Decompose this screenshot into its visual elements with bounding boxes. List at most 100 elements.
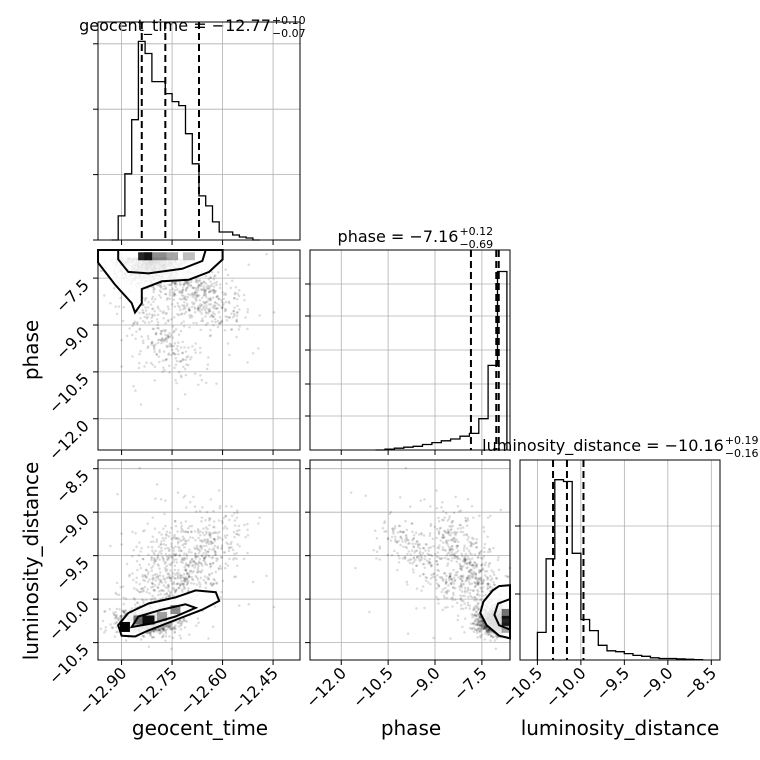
scatter-phase-geocent-point	[173, 292, 176, 295]
scatter-phase-geocent-point	[141, 308, 144, 312]
scatter-dist-phase-point	[472, 606, 476, 609]
scatter-dist-phase-point	[450, 545, 453, 548]
scatter-dist-phase-point	[389, 539, 393, 542]
scatter-dist-geocent-point	[213, 537, 216, 541]
scatter-phase-geocent-point	[194, 291, 197, 294]
scatter-dist-geocent-point	[167, 556, 171, 559]
scatter-dist-geocent-point	[165, 568, 169, 571]
scatter-dist-geocent-point	[120, 614, 123, 618]
scatter-dist-geocent-point	[169, 577, 173, 580]
scatter-dist-geocent-point	[116, 617, 119, 620]
scatter-dist-phase-point	[450, 577, 453, 581]
scatter-dist-geocent-point	[165, 624, 168, 627]
scatter-dist-phase-point	[475, 546, 478, 549]
scatter-dist-geocent-point	[164, 639, 167, 642]
scatter-phase-geocent-point	[153, 309, 156, 313]
scatter-dist-phase-point	[453, 530, 456, 534]
scatter-dist-phase-point	[465, 533, 469, 537]
scatter-dist-geocent-point	[162, 629, 165, 632]
scatter-phase-geocent-point	[185, 287, 188, 290]
scatter-dist-phase-point	[476, 618, 479, 621]
scatter-dist-phase-point	[386, 537, 390, 541]
scatter-dist-geocent-point	[224, 562, 228, 565]
scatter-dist-phase-point	[445, 581, 448, 584]
scatter-dist-phase-point	[468, 578, 472, 581]
scatter-dist-geocent-point	[185, 578, 189, 581]
scatter-dist-phase-point	[442, 518, 445, 522]
scatter-phase-geocent-point	[199, 304, 203, 308]
scatter-dist-geocent-point	[160, 627, 163, 630]
scatter-phase-geocent-point	[164, 322, 167, 325]
scatter-dist-geocent-point	[225, 527, 229, 530]
scatter-phase-geocent-point	[179, 282, 182, 285]
scatter-dist-geocent-point	[170, 582, 174, 585]
scatter-dist-phase-point	[473, 560, 476, 564]
scatter-dist-geocent-point	[169, 569, 172, 572]
scatter-phase-geocent-point	[162, 366, 165, 370]
scatter-dist-phase-point	[440, 506, 443, 509]
scatter-phase-geocent-point	[170, 303, 174, 306]
scatter-phase-geocent-point	[205, 304, 208, 307]
scatter-dist-phase-point	[485, 570, 489, 573]
scatter-dist-geocent-point	[221, 538, 224, 541]
scatter-dist-phase-point	[483, 638, 487, 641]
scatter-dist-geocent-point	[173, 590, 177, 593]
scatter-dist-geocent-point	[152, 577, 155, 580]
scatter-dist-geocent-point	[179, 521, 183, 525]
scatter-dist-geocent-point	[140, 546, 143, 550]
scatter-dist-phase-point	[477, 619, 481, 623]
scatter-dist-geocent-point	[208, 547, 211, 551]
scatter-dist-phase-point	[489, 574, 492, 578]
scatter-phase-geocent-point	[208, 334, 212, 338]
scatter-dist-geocent-point	[177, 572, 181, 575]
scatter-dist-phase-point	[394, 535, 397, 538]
scatter-dist-geocent-point	[205, 510, 209, 514]
scatter-dist-geocent-point	[179, 549, 183, 552]
scatter-dist-geocent-point	[183, 539, 187, 542]
scatter-phase-geocent-point	[179, 346, 183, 349]
scatter-phase-geocent-point	[219, 298, 223, 302]
scatter-dist-phase-point	[396, 551, 399, 555]
scatter-dist-phase-point	[456, 531, 459, 534]
scatter-dist-geocent-point	[204, 550, 208, 553]
scatter-dist-phase-point	[462, 564, 465, 568]
scatter-dist-geocent-point	[179, 573, 182, 577]
scatter-dist-phase-point	[404, 519, 407, 523]
title-phase: phase = −7.16	[338, 227, 459, 246]
scatter-dist-geocent-point	[146, 573, 150, 576]
scatter-dist-phase-point	[506, 575, 510, 578]
scatter-dist-phase-point	[471, 613, 475, 617]
scatter-dist-geocent-point	[153, 584, 157, 587]
scatter-phase-geocent-point	[200, 308, 203, 312]
scatter-dist-geocent-point	[202, 544, 205, 548]
scatter-dist-geocent-point	[168, 594, 171, 597]
scatter-dist-phase-point	[455, 551, 458, 554]
scatter-dist-geocent-point	[195, 510, 198, 513]
scatter-phase-geocent-point	[152, 286, 156, 289]
scatter-phase-geocent-point	[169, 283, 172, 287]
scatter-phase-geocent-point	[193, 293, 197, 297]
scatter-dist-geocent-point	[164, 581, 167, 584]
scatter-dist-geocent-point	[166, 557, 170, 561]
scatter-dist-geocent-point	[137, 553, 141, 557]
scatter-dist-geocent-point	[136, 589, 140, 593]
scatter-phase-geocent-point	[204, 312, 208, 315]
scatter-dist-geocent-point	[152, 540, 155, 544]
scatter-dist-phase-point	[450, 582, 453, 586]
scatter-dist-geocent-point	[159, 593, 162, 596]
scatter-dist-phase-point	[423, 566, 427, 570]
scatter-dist-phase-point	[474, 623, 477, 627]
scatter-dist-geocent-point	[164, 533, 168, 536]
scatter-dist-geocent-point	[221, 521, 224, 525]
scatter-dist-phase-point	[486, 582, 490, 586]
scatter-dist-phase-point	[477, 620, 481, 624]
scatter-phase-geocent-point	[163, 284, 166, 288]
scatter-dist-phase-point	[463, 586, 467, 590]
scatter-phase-geocent-point	[196, 284, 200, 288]
scatter-dist-geocent-point	[200, 547, 204, 550]
scatter-phase-geocent-point	[204, 289, 207, 293]
scatter-phase-geocent-point	[220, 306, 223, 310]
scatter-dist-phase-point	[471, 574, 474, 577]
scatter-phase-geocent-point	[182, 320, 186, 323]
scatter-phase-geocent-point	[174, 353, 177, 356]
